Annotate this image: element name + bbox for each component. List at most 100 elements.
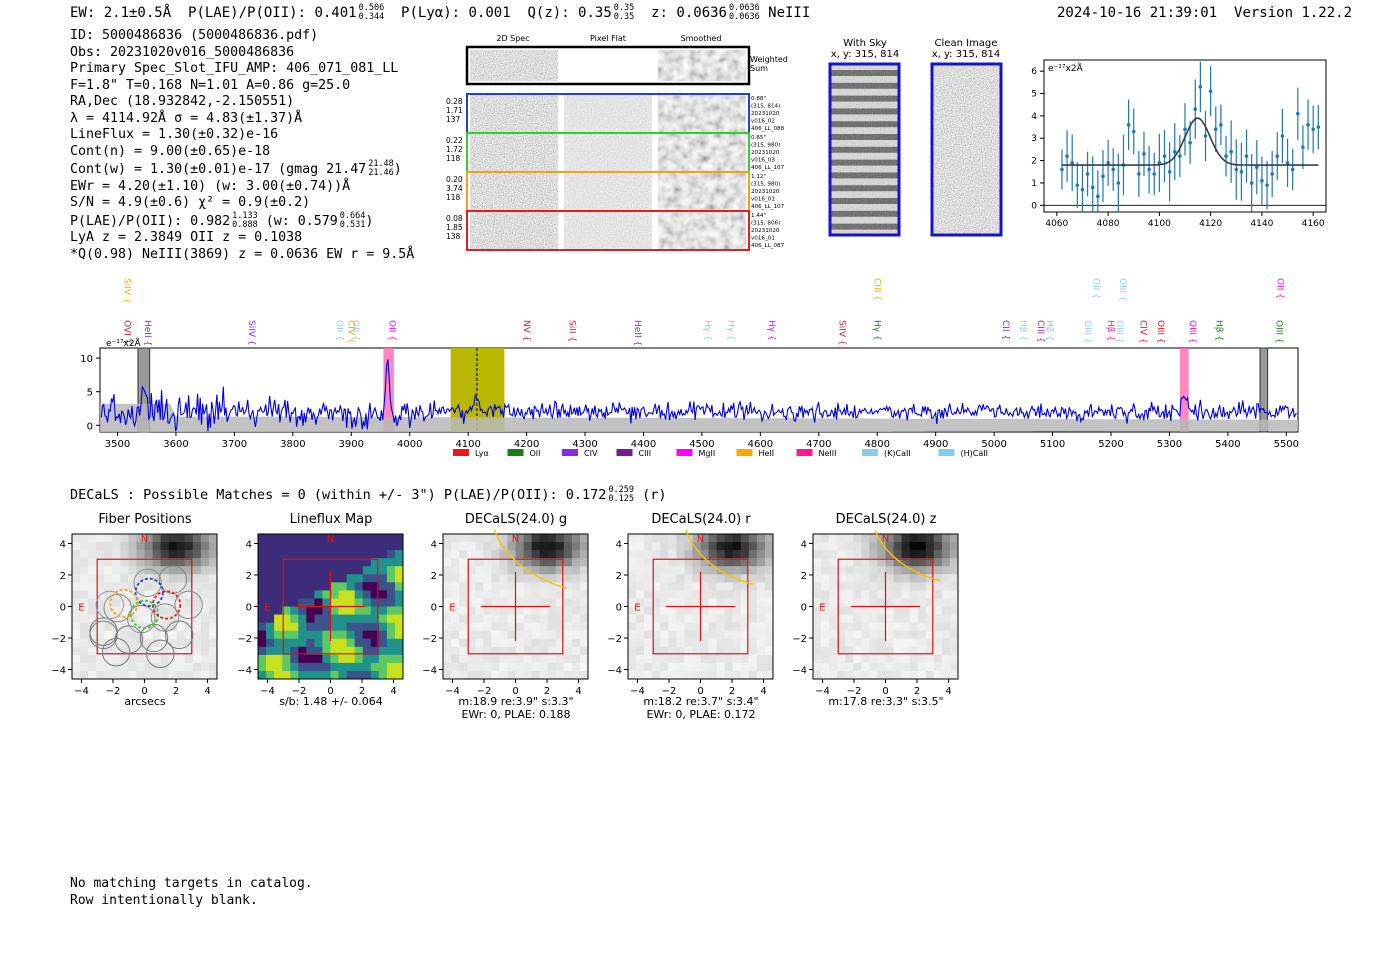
spectrum-ytick: 5 [87, 388, 93, 399]
spectrum-line-label: HeII { [142, 320, 152, 346]
header-summary: EW: 2.1±0.5Å P(LAE)/P(OII): 0.401 0.506 0.… [70, 4, 810, 22]
east-marker: E [819, 603, 825, 614]
line-fit-point [1060, 167, 1064, 172]
line-fit-point [1213, 127, 1218, 132]
stamp-row-right-value: (315, 806) [751, 221, 780, 227]
spectrum-xtick: 3600 [163, 439, 188, 450]
line-fit-point [1270, 172, 1274, 176]
galaxy-cutout-image [443, 534, 589, 680]
decals-panel-title: DECaLS(24.0) g [464, 512, 568, 527]
line-fit-ytick: 4 [1031, 112, 1037, 122]
info-ewr: EWr = 4.20(±1.10) (w: 3.00(±0.74))Å [70, 178, 351, 194]
spectrum-line-label: SiIV { [246, 320, 256, 346]
fiber-circle [95, 590, 125, 620]
line-fit-point [1096, 194, 1100, 199]
header-qz-hi: 0.35 [613, 3, 635, 13]
spectrum-line-label-text: OII { [1091, 278, 1101, 299]
line-fit-xtick: 4140 [1250, 219, 1273, 229]
stamp-row-right-value: 0.65" [751, 135, 766, 141]
north-marker: N [512, 534, 519, 545]
stamp-row-right-value: 1.12" [751, 174, 766, 180]
spectrum-xtick: 3900 [339, 439, 364, 450]
decals-panel-caption: m:18.9 re:3.9" s:3.3" EWr: 0, PLAE: 0.188 [458, 695, 574, 721]
spectrum-line-label-text: OII { [1275, 278, 1285, 299]
spectrum-error-band [100, 403, 1298, 432]
spectrum-line-label-text: OIII { [1117, 278, 1127, 302]
info-contw: Cont(w) = 1.30(±0.01)e-17 (gmag 21.47 21.… [70, 159, 402, 178]
spectrum-line-label-text: Hβ { [1018, 320, 1028, 341]
header-ew: EW: 2.1±0.5Å [70, 5, 172, 21]
spectrum-legend-label: CIV [584, 449, 598, 458]
decals-ytick: −2 [607, 634, 622, 645]
stamp-row-right-value: 406_LL_107 [751, 165, 785, 171]
line-fit-point [1147, 167, 1151, 172]
line-fit-point [1260, 178, 1264, 183]
decals-xtick: 4 [945, 686, 951, 697]
decals-ytick: 2 [616, 571, 622, 582]
stamp-row-right-value: v016_01 [751, 236, 775, 242]
decals-ytick: −2 [237, 634, 252, 645]
line-fit-point [1178, 154, 1182, 158]
spectrum-legend-item: CIII [616, 449, 651, 458]
line-fit-point [1311, 127, 1315, 132]
spectrum-line-label: CIII { [1035, 320, 1045, 343]
spectrum-line-label: OIII { [1117, 278, 1127, 302]
spectrum-line-label: OII { [350, 320, 360, 341]
decals-panel: DECaLS(24.0) g N E −4 −2 0 2 4 4 2 0 −2 −4 m:18.9 re:… [413, 510, 623, 725]
decals-panel: Lineflux Map N E −4 −2 0 2 4 4 2 0 −2 −4 s/b: 1.48 +/… [228, 510, 438, 725]
line-fit-ytick: 3 [1031, 134, 1037, 144]
stamp-row-left-value: 0.08 [446, 214, 463, 223]
spectrum-line-label-text: Hβ { [1105, 320, 1115, 341]
line-fit-point [1090, 185, 1095, 190]
fiber-circle [114, 625, 143, 654]
decals-xtick: −2 [847, 686, 862, 697]
galaxy-ellipse [873, 530, 958, 584]
decals-xtick: 4 [390, 686, 396, 697]
decals-xtick: −4 [74, 686, 89, 697]
stamp-col-2d: 2D Spec [496, 34, 529, 43]
decals-ytick: −2 [422, 634, 437, 645]
fiber-circle [103, 593, 132, 623]
stamp-col-smooth: Smoothed [681, 34, 722, 43]
decals-xtick: 0 [512, 686, 518, 697]
header-qz: Q(z): 0.35 [527, 5, 612, 21]
decals-ytick: 2 [431, 571, 437, 582]
spectrum-ytick: 0 [87, 421, 93, 432]
spectrum-line-label-text: Hβ { [1213, 320, 1223, 341]
spectrum-legend-item: CIV [562, 449, 598, 458]
line-fit-point [1254, 165, 1259, 170]
spectrum-line-label-text: Hβ { [1044, 320, 1054, 341]
aperture-box [837, 558, 934, 655]
header-z-hi: 0.0636 [728, 3, 760, 13]
stamp-row-frame [466, 210, 750, 251]
spectrum-line-label-text: OII { [350, 320, 360, 341]
stamp-row-right-value: 0.88" [751, 96, 766, 102]
weighted-sum-label: Weighted [750, 55, 788, 64]
spectrum-unit-label: e⁻¹⁷x2Å [106, 337, 142, 349]
spectrum-legend-item: OII [507, 449, 541, 458]
spectrum-masked-region [1259, 347, 1269, 433]
fiber-circle [146, 639, 175, 668]
spectrum-line-label-text: OIII { [1114, 320, 1124, 344]
stamp-row-right-value: (315, 980) [751, 143, 780, 149]
line-fit-point [1306, 123, 1310, 127]
line-fit-point [1316, 125, 1321, 129]
stamp-row-left-value: 137 [446, 115, 461, 124]
decals-ytick: −4 [607, 666, 622, 677]
spectrum-legend-label: OII [530, 449, 541, 458]
spectrum-legend-label: (H)CaII [961, 449, 988, 458]
spectrum-xtick: 4100 [455, 439, 480, 450]
galaxy-cutout-image [72, 534, 218, 680]
spectrum-line-label-text: OIII { [1155, 320, 1165, 344]
spectrum-line-label-text: CIII { [871, 278, 881, 301]
decals-panel-caption: m:18.2 re:3.7" s:3.4" EWr: 0, PLAE: 0.172 [643, 695, 759, 721]
aperture-box [652, 558, 749, 655]
decals-ytick: 2 [60, 571, 66, 582]
spectrum-legend-item: NeIII [796, 449, 836, 458]
decals-xtick: −2 [106, 686, 121, 697]
clean-image [930, 62, 1003, 237]
spectrum-xtick: 4300 [572, 439, 597, 450]
aperture-box [467, 558, 564, 655]
decals-ytick: 0 [431, 603, 437, 614]
north-marker: N [697, 534, 704, 545]
